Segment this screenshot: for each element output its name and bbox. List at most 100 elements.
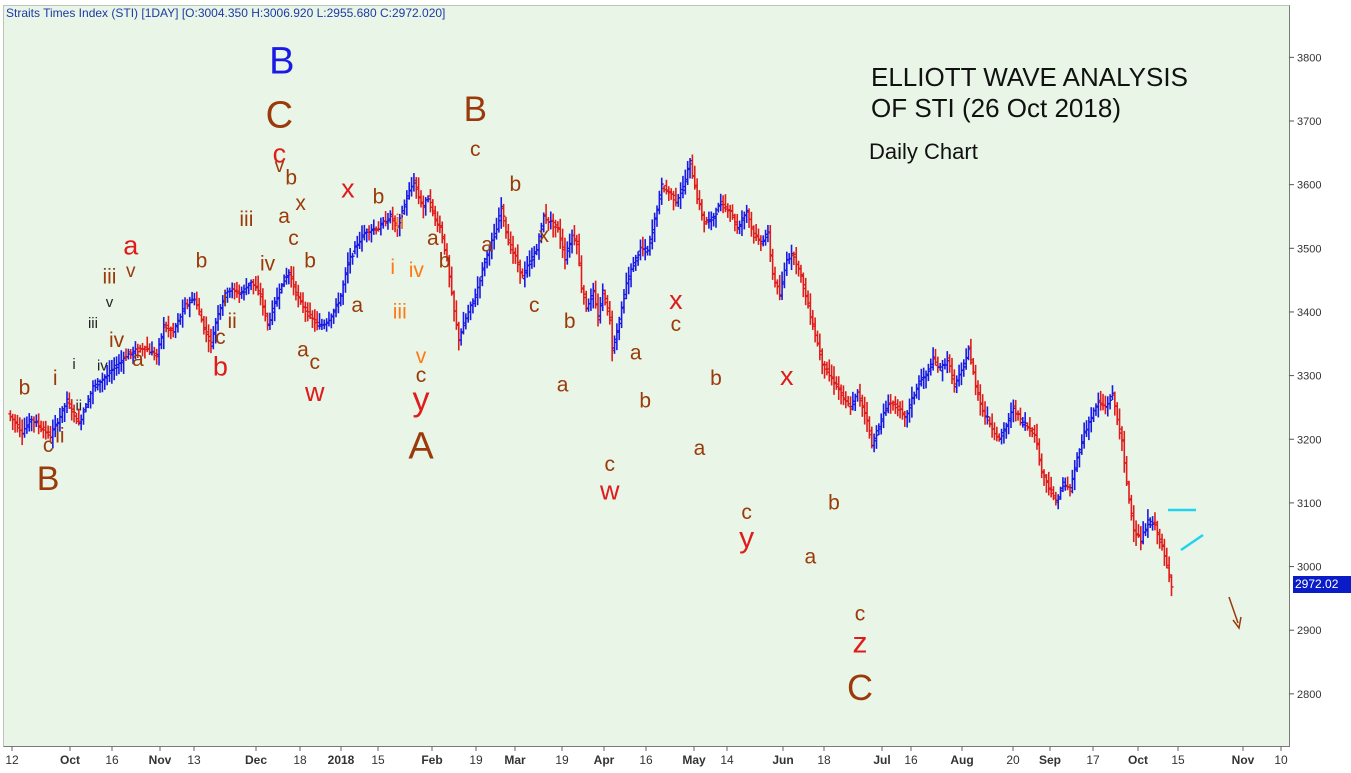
ohlc-bar [1068,484,1072,497]
ohlc-bar [246,282,251,295]
wave-label: ii [55,424,64,447]
wave-label: A [408,425,434,467]
ohlc-bar [364,228,369,243]
ohlc-bar [20,419,25,446]
wave-label: x [669,285,683,315]
ohlc-bar [822,361,827,379]
x-tick-label: 2018 [328,753,355,767]
wave-label: B [464,90,487,129]
ohlc-bar [987,416,992,428]
ohlc-bar [416,177,421,205]
y-tick-label: 3600 [1297,180,1321,192]
ohlc-bar [784,251,789,276]
ohlc-bar [773,266,777,288]
ohlc-bar [22,417,27,438]
ohlc-bar [600,283,605,312]
ohlc-bar [1105,396,1110,417]
ohlc-bar [983,401,988,425]
ohlc-bar [251,278,256,295]
ohlc-bar [72,404,77,423]
ohlc-bar [874,425,879,449]
wave-label: w [304,377,325,407]
x-tick-label: Jun [772,753,793,767]
ohlc-bar [419,190,423,208]
x-tick-label: Sep [1039,753,1061,767]
ohlc-bar [671,190,676,211]
ohlc-bar [900,400,905,420]
ohlc-bar [697,190,702,211]
chart-title: Straits Times Index (STI) [1DAY] [O:3004… [6,6,446,20]
ohlc-bar [378,217,383,236]
wave-label: iv [109,329,125,352]
ohlc-bar [834,376,839,390]
ohlc-bar [558,218,563,249]
ohlc-bar [421,195,426,219]
ohlc-bar [355,235,360,258]
x-tick-label: 17 [1086,753,1100,767]
ohlc-bar [1124,456,1129,486]
wave-label: c [741,501,752,524]
wave-label: C [266,94,293,136]
ohlc-bar [324,318,329,332]
ohlc-bar [725,203,730,218]
ohlc-bar [605,295,610,316]
x-tick-label: Oct [60,753,80,767]
x-tick-label: Nov [1232,753,1255,767]
last-price-badge: 2972.02 [1293,576,1351,593]
ohlc-bar [433,205,438,226]
ohlc-bar [794,246,799,275]
wave-label: v [126,261,136,282]
wave-label: a [427,227,439,250]
analysis-heading-line2: OF STI (26 Oct 2018) [871,93,1121,123]
ohlc-bar [1110,385,1115,401]
ohlc-bar [950,357,954,385]
wave-label: iv [409,259,425,282]
ohlc-bar [197,297,202,316]
ohlc-bar [1162,538,1167,566]
ohlc-bar [244,278,249,296]
wave-label: c [288,227,299,250]
ohlc-bar [334,298,339,318]
ohlc-bar [1103,395,1108,415]
ohlc-bar [570,229,575,254]
ohlc-bar [947,354,952,373]
ohlc-bar [275,287,280,307]
triangle-lower-trendline [1180,533,1204,552]
ohlc-bar [1148,517,1153,528]
ohlc-bar [695,178,700,205]
ohlc-bar [739,210,744,237]
ohlc-bar [350,252,355,265]
wave-label: x [538,224,549,247]
ohlc-bar [640,236,645,257]
ohlc-bar [149,341,154,356]
wave-label: b [373,186,385,209]
ohlc-bar [1013,399,1018,422]
ohlc-bar [808,293,813,325]
ohlc-bar [862,396,867,425]
ohlc-bar [1093,403,1098,416]
ohlc-bar [1049,476,1054,498]
ohlc-bar [603,289,608,306]
ohlc-bar [348,248,353,274]
ohlc-bar [1077,448,1082,468]
ohlc-bar [994,426,999,442]
ohlc-bar [617,316,622,341]
ohlc-bar [562,237,567,270]
ohlc-bar [36,413,41,435]
ohlc-bar [503,216,508,239]
ohlc-bar [286,269,291,285]
ohlc-bar [839,384,844,405]
ohlc-bar [175,313,180,333]
wave-label: C [847,667,873,708]
plot-area[interactable] [3,5,1290,747]
ohlc-bar [8,410,13,422]
ohlc-bar [574,234,579,255]
wave-label: a [278,205,290,228]
ohlc-bar [626,266,631,295]
ohlc-bar [1060,477,1065,493]
ohlc-bar [374,226,379,235]
ohlc-bar [183,297,187,315]
ohlc-bar [506,224,511,246]
wave-label: iii [102,265,116,288]
